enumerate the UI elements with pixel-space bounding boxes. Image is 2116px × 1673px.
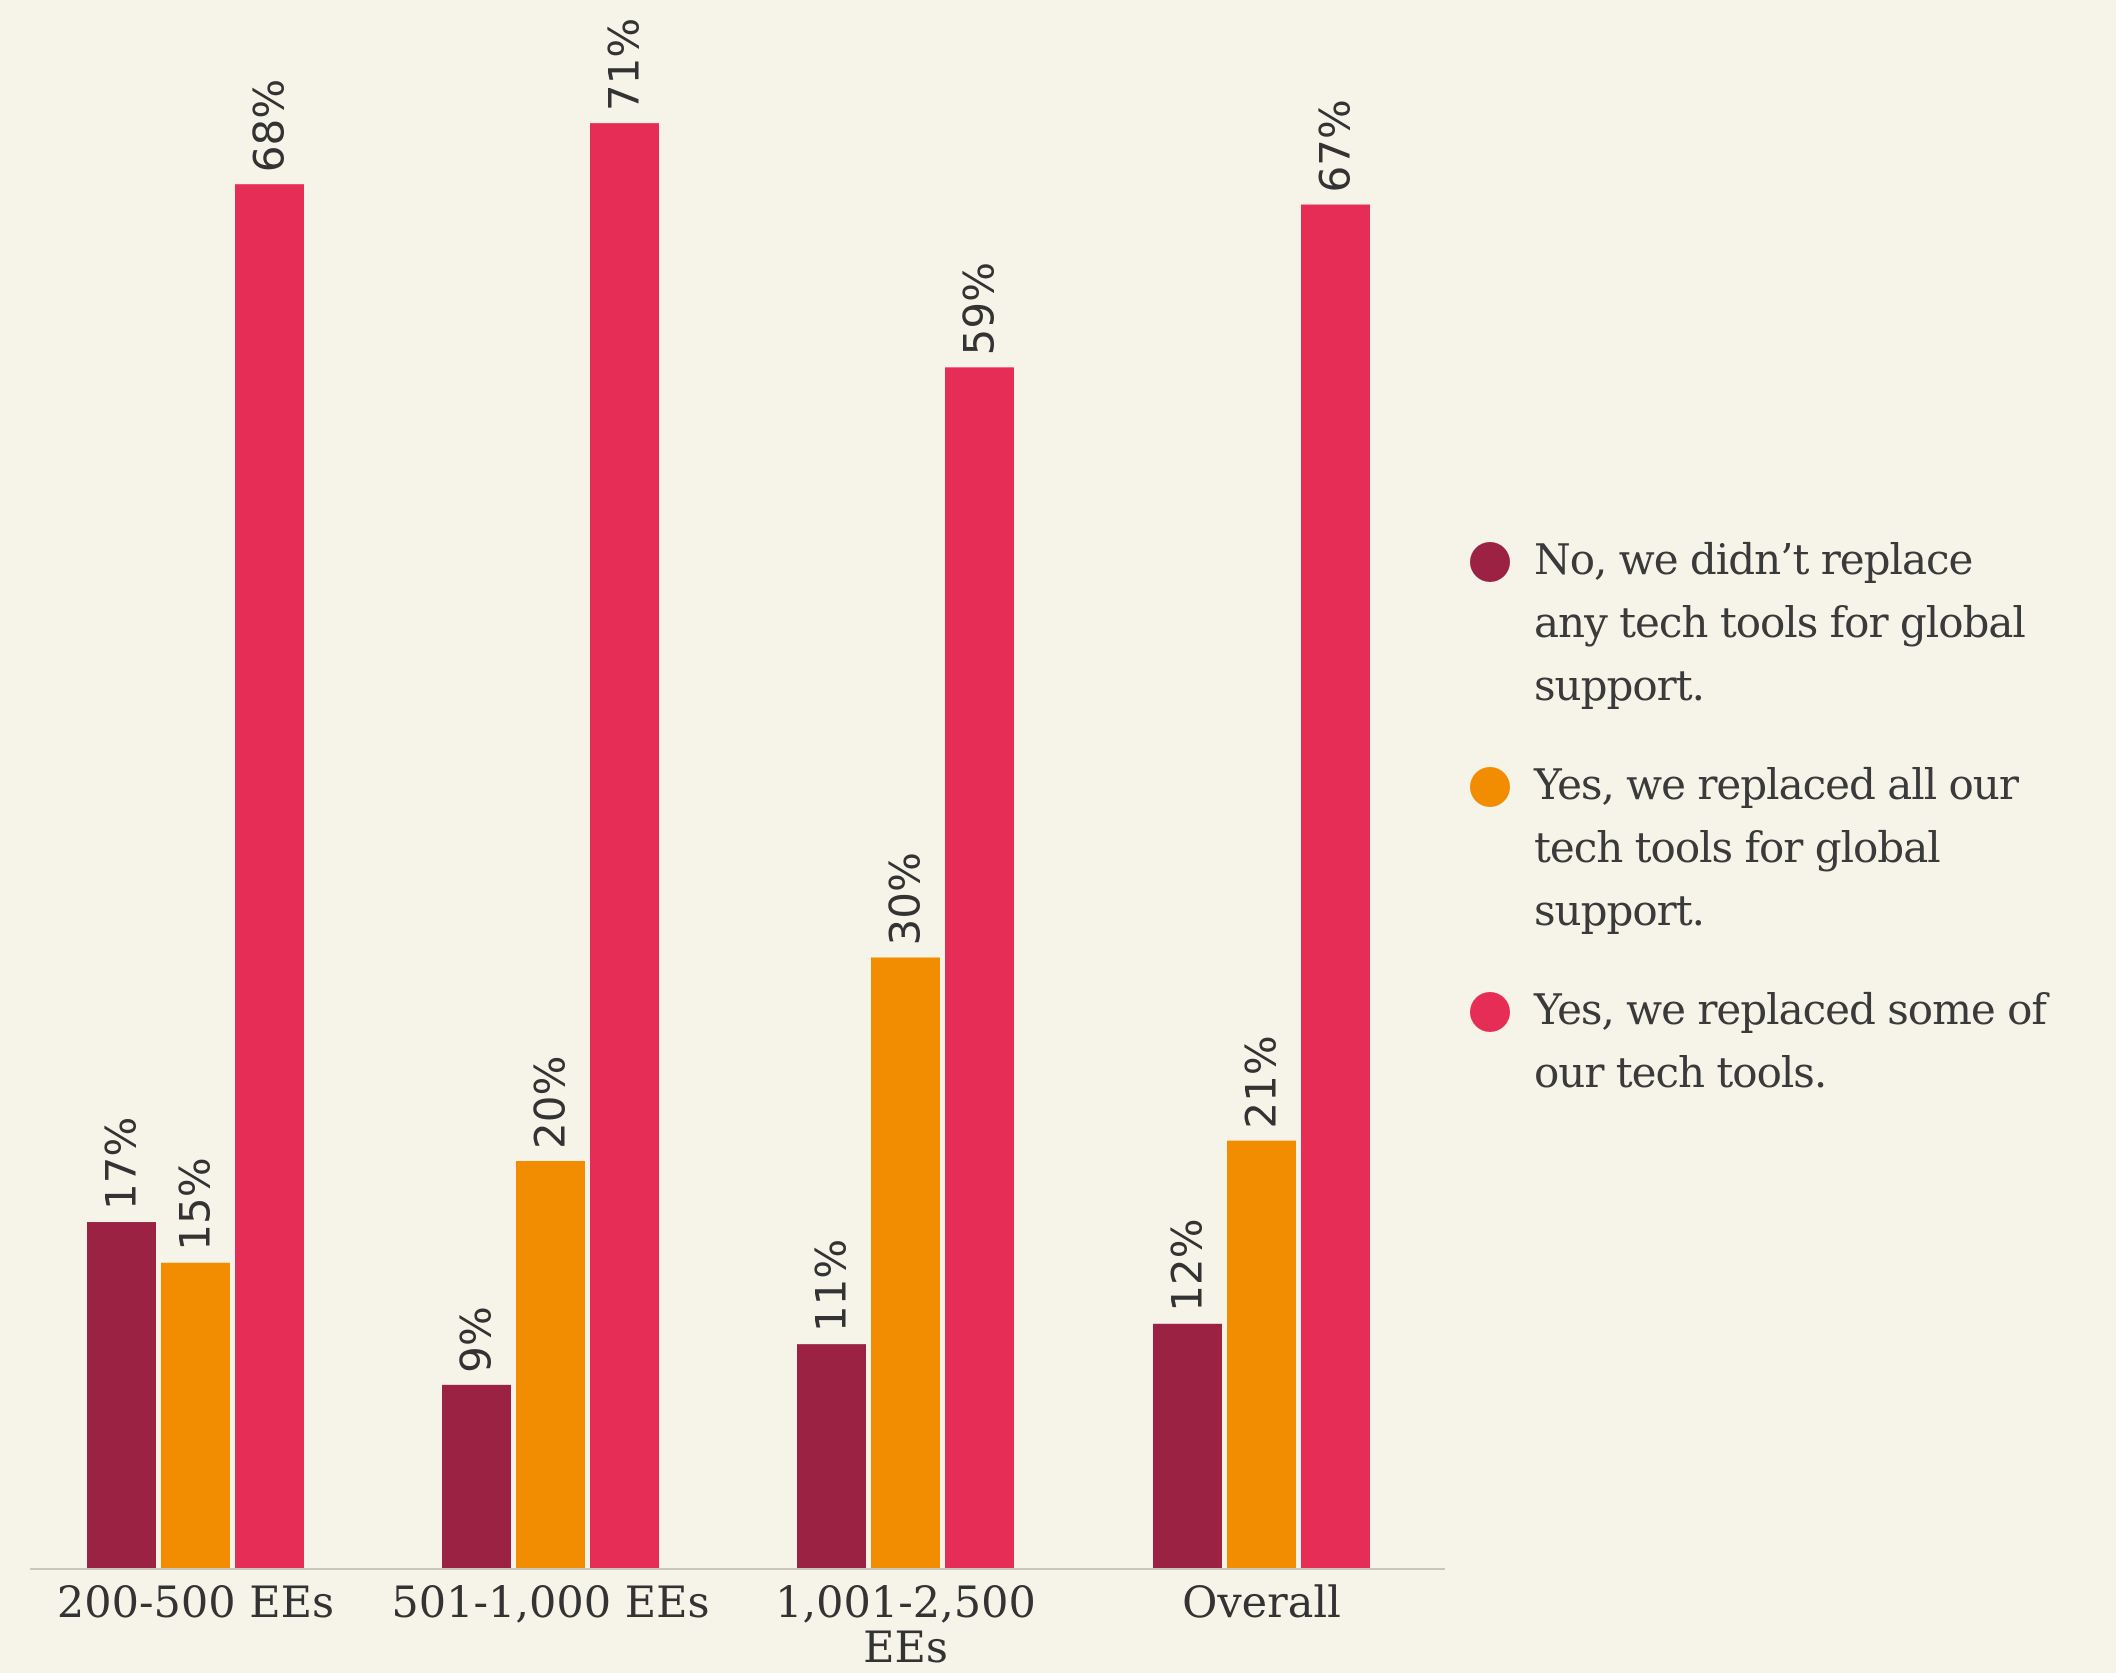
- bars-group: [87, 123, 1370, 1569]
- value-label-series0-cat0: 17%: [97, 1117, 146, 1210]
- bar-series1-cat1: [516, 1161, 585, 1568]
- legend-label-1-line0: Yes, we replaced all our: [1534, 760, 2019, 809]
- legend-label-0-line0: No, we didn’t replace: [1534, 535, 1973, 584]
- bar-series1-cat3: [1227, 1140, 1296, 1568]
- bar-series0-cat1: [442, 1384, 511, 1568]
- bar-chart: 17% 9% 11% 12% 15% 20% 30% 21% 68% 71% 59% 67% 200-…: [30, 18, 1445, 1673]
- bar-series2-cat3: [1301, 204, 1370, 1568]
- value-label-series0-cat1: 9%: [452, 1306, 501, 1373]
- bar-series1-cat2: [871, 957, 940, 1568]
- value-label-series2-cat2: 59%: [955, 262, 1004, 355]
- value-label-series0-cat3: 12%: [1163, 1218, 1212, 1311]
- value-label-series2-cat1: 71%: [600, 18, 649, 111]
- bar-series0-cat2: [797, 1344, 866, 1568]
- legend-label-1-line1: tech tools for global: [1534, 823, 1941, 872]
- legend-item-1: Yes, we replaced all our tech tools for g…: [1470, 753, 2090, 942]
- bar-series0-cat0: [87, 1222, 156, 1568]
- legend-swatch-2: [1470, 992, 1510, 1032]
- legend-label-2-line1: our tech tools.: [1534, 1048, 1827, 1097]
- bar-series2-cat0: [235, 184, 304, 1569]
- bar-series2-cat1: [590, 123, 659, 1568]
- value-label-series1-cat1: 20%: [526, 1056, 575, 1149]
- legend-item-0: No, we didn’t replace any tech tools for …: [1470, 528, 2090, 717]
- value-label-series2-cat0: 68%: [245, 79, 294, 172]
- legend: No, we didn’t replace any tech tools for …: [1470, 528, 2090, 1140]
- value-label-series0-cat2: 11%: [807, 1239, 856, 1332]
- bar-series2-cat2: [945, 367, 1014, 1569]
- legend-label-2: Yes, we replaced some of our tech tools.: [1534, 978, 2047, 1104]
- category-label-2-line2: EEs: [863, 1623, 948, 1673]
- legend-item-2: Yes, we replaced some of our tech tools.: [1470, 978, 2090, 1104]
- value-label-series2-cat3: 67%: [1311, 99, 1360, 192]
- legend-swatch-1: [1470, 767, 1510, 807]
- bar-series1-cat0: [161, 1262, 230, 1568]
- bar-series0-cat3: [1153, 1323, 1222, 1568]
- category-label-0: 200-500 EEs: [57, 1578, 334, 1628]
- value-label-series1-cat2: 30%: [881, 852, 930, 945]
- legend-label-0-line2: support.: [1534, 661, 1705, 710]
- value-labels-group: 17% 9% 11% 12% 15% 20% 30% 21% 68% 71% 59% 67%: [97, 18, 1360, 1373]
- legend-swatch-0: [1470, 542, 1510, 582]
- legend-label-0-line1: any tech tools for global: [1534, 598, 2026, 647]
- value-label-series1-cat0: 15%: [171, 1157, 220, 1250]
- legend-label-1: Yes, we replaced all our tech tools for g…: [1534, 753, 2019, 942]
- category-label-1: 501-1,000 EEs: [391, 1578, 709, 1628]
- category-label-2: 1,001-2,500: [775, 1578, 1036, 1628]
- legend-label-2-line0: Yes, we replaced some of: [1534, 985, 2047, 1034]
- legend-label-1-line2: support.: [1534, 886, 1705, 935]
- category-label-3: Overall: [1182, 1578, 1341, 1628]
- value-label-series1-cat3: 21%: [1237, 1035, 1286, 1128]
- legend-label-0: No, we didn’t replace any tech tools for …: [1534, 528, 2026, 717]
